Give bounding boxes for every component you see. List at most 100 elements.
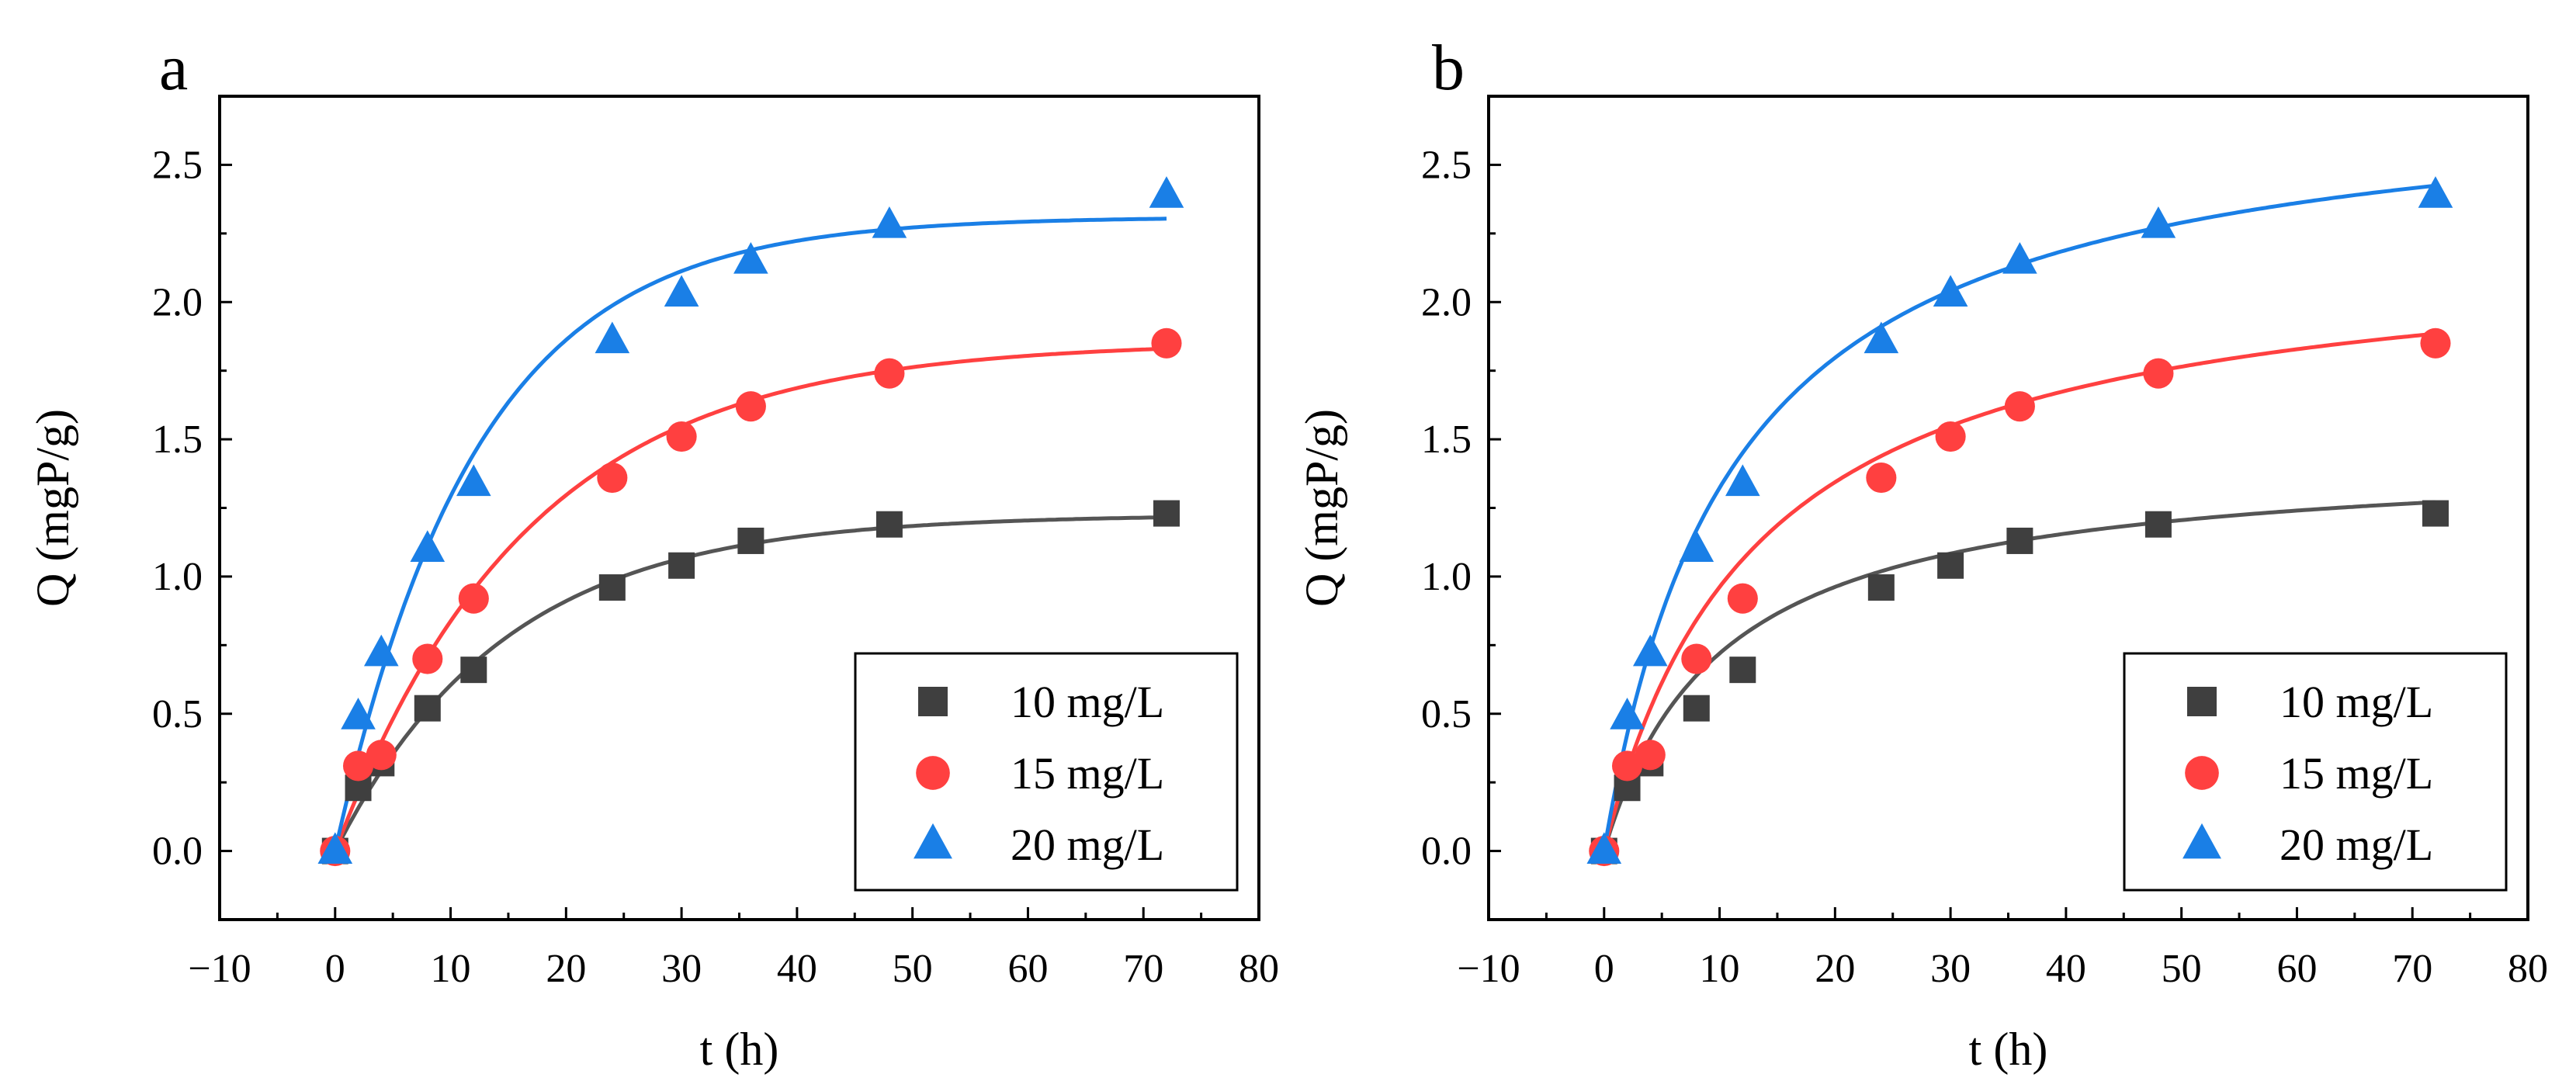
x-tick-label: 50 (2162, 947, 2202, 991)
x-axis-label: t (h) (1969, 1024, 2048, 1075)
data-point (410, 530, 446, 562)
data-point (414, 695, 441, 722)
data-point (1149, 176, 1184, 208)
legend-label: 10 mg/L (1011, 677, 1164, 727)
legend-label: 15 mg/L (2280, 748, 2433, 799)
x-tick-label: 10 (1700, 947, 1740, 991)
data-point (1151, 327, 1182, 359)
data-point (412, 643, 443, 674)
data-point (1729, 657, 1756, 684)
data-point (1586, 832, 1622, 865)
data-point (664, 275, 699, 307)
x-tick-label: 40 (2046, 947, 2086, 991)
y-tick-label: 0.5 (1421, 692, 1472, 736)
y-tick-label: 0.0 (1421, 830, 1472, 874)
panel-label: b (1432, 32, 1465, 104)
data-point (2006, 527, 2033, 554)
data-point (1153, 500, 1180, 527)
panel-a: a −10 0 10 20 30 40 50 60 70 80 0.0 0.5 1.0 1.5 2.0 2.5 t… (27, 32, 1279, 1075)
x-tick-label: 60 (1007, 947, 1048, 991)
data-point (458, 583, 489, 614)
data-point (341, 698, 376, 729)
data-point (1635, 740, 1666, 771)
x-tick-label: 50 (893, 947, 933, 991)
data-point (666, 421, 697, 452)
data-point (2418, 176, 2453, 208)
data-point (737, 527, 764, 554)
data-point (2144, 511, 2172, 538)
x-tick-label: 40 (777, 947, 817, 991)
data-point (366, 740, 397, 771)
data-point (874, 358, 905, 389)
y-axis-label: Q (mgP/g) (27, 409, 78, 607)
y-tick-label: 2.0 (152, 280, 203, 324)
data-point (1935, 421, 1966, 452)
data-point (1867, 574, 1895, 601)
y-axis-label: Q (mgP/g) (1296, 409, 1347, 607)
x-tick-label: 80 (2508, 947, 2548, 991)
data-point (1866, 463, 1897, 494)
data-point (2004, 391, 2035, 422)
x-tick-label: 0 (325, 947, 345, 991)
y-tick-label: 1.0 (152, 555, 203, 599)
legend-marker (916, 756, 950, 790)
data-point (872, 206, 907, 238)
data-point (1864, 321, 1899, 354)
legend-marker (2182, 823, 2221, 859)
data-point (2422, 500, 2449, 527)
data-point (1937, 552, 1964, 579)
y-tick-label: 1.0 (1421, 555, 1472, 599)
legend-marker (918, 687, 948, 716)
legend-label: 20 mg/L (1011, 819, 1164, 870)
x-axis-label: t (h) (700, 1024, 779, 1075)
y-tick-label: 2.5 (1421, 143, 1472, 187)
y-tick-label: 2.0 (1421, 280, 1472, 324)
data-point (668, 552, 695, 579)
legend-marker (914, 823, 952, 859)
data-point (2143, 358, 2174, 389)
x-tick-label: 20 (546, 947, 586, 991)
y-tick-label: 0.5 (152, 692, 203, 736)
panel-label: a (159, 32, 188, 104)
x-tick-label: 30 (661, 947, 702, 991)
data-point (1727, 583, 1758, 614)
data-point (2002, 241, 2037, 274)
data-point (1933, 275, 1968, 307)
panel-b: b −10 0 10 20 30 40 50 60 70 80 0.0 0.5 1.0 1.5 2.0 2.5 t… (1296, 32, 2548, 1075)
data-point (460, 657, 487, 684)
y-tick-label: 2.5 (152, 143, 203, 187)
x-tick-label: 60 (2276, 947, 2317, 991)
data-point (342, 750, 374, 781)
data-point (1632, 634, 1668, 667)
data-point (595, 321, 630, 354)
y-tick-label: 1.5 (1421, 418, 1472, 462)
y-tick-label: 0.0 (152, 830, 203, 874)
legend-marker (2185, 756, 2219, 790)
x-tick-label: 10 (431, 947, 471, 991)
data-point (1679, 530, 1714, 562)
data-point (1681, 643, 1712, 674)
data-point (1725, 464, 1760, 497)
x-tick-label: 70 (1123, 947, 1163, 991)
data-point (2141, 206, 2176, 238)
legend-marker (2187, 687, 2217, 716)
data-point (456, 464, 491, 497)
data-point (363, 634, 399, 667)
data-point (597, 463, 628, 494)
data-point (317, 832, 353, 865)
y-tick-label: 1.5 (152, 418, 203, 462)
x-tick-label: 70 (2392, 947, 2432, 991)
data-point (735, 391, 766, 422)
x-tick-label: 80 (1239, 947, 1279, 991)
legend-label: 10 mg/L (2280, 677, 2433, 727)
data-point (733, 241, 768, 274)
x-tick-label: 0 (1594, 947, 1614, 991)
data-point (1610, 698, 1645, 729)
x-tick-label: 20 (1815, 947, 1855, 991)
data-point (1683, 695, 1710, 722)
x-tick-label: −10 (1457, 947, 1520, 991)
x-tick-label: 30 (1930, 947, 1971, 991)
legend-label: 15 mg/L (1011, 748, 1164, 799)
x-tick-label: −10 (188, 947, 251, 991)
